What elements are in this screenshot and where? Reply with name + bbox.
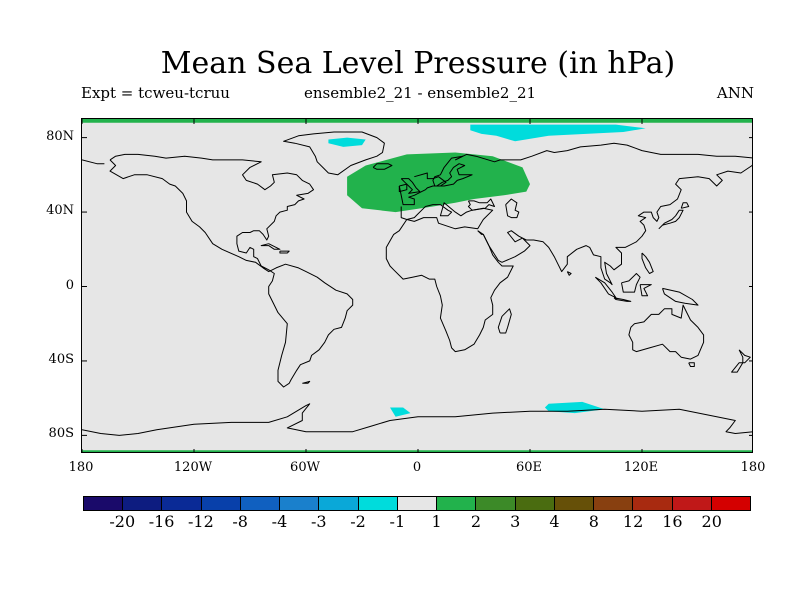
colorbar-box — [319, 497, 359, 510]
coastline-18 — [731, 349, 751, 373]
anomaly-region-south-pole-band-positive — [82, 450, 752, 452]
colorbar-tick-label: -3 — [310, 512, 327, 531]
coastline-17 — [688, 362, 695, 367]
colorbar-tick-label: -16 — [148, 512, 175, 531]
coastline-22 — [613, 297, 632, 302]
anomaly-region-arctic-eurasia-negative — [470, 124, 646, 142]
colorbar-box — [633, 497, 673, 510]
coastline-26 — [641, 252, 654, 274]
coastline-16 — [628, 304, 705, 360]
colorbar-tick-label: -2 — [350, 512, 366, 531]
lat-tick-label: 80N — [46, 128, 74, 144]
coastline-2 — [372, 163, 393, 170]
world-map — [82, 119, 752, 452]
coastline-5 — [385, 202, 514, 353]
colorbar-box — [201, 497, 241, 510]
colorbar-box — [672, 497, 712, 510]
coastline-15 — [680, 202, 690, 209]
colorbar-tick-label: 3 — [510, 512, 521, 531]
colorbar-box — [123, 497, 163, 510]
colorbar — [83, 496, 751, 511]
colorbar-box — [280, 497, 320, 510]
coastline-29 — [82, 403, 752, 436]
coastline-24 — [639, 284, 652, 297]
colorbar-tick-label: -8 — [232, 512, 248, 531]
colorbar-box — [476, 497, 516, 510]
coastline-0 — [109, 153, 354, 388]
coastline-8 — [455, 142, 752, 163]
lon-tick-label: 60W — [290, 460, 320, 475]
coastline-13 — [505, 198, 520, 219]
colorbar-tick-label: 1 — [431, 512, 442, 531]
season-label: ANN — [716, 84, 754, 102]
coastline-25 — [662, 287, 699, 306]
coastline-21 — [594, 276, 617, 299]
lat-tick-label: 40N — [46, 203, 74, 219]
lon-tick-label: 120E — [623, 460, 659, 475]
lon-tick-label: 180 — [740, 460, 766, 475]
lat-tick-label: 80S — [48, 426, 74, 442]
map-plot-area — [81, 118, 753, 453]
coastline-6 — [477, 164, 752, 286]
colorbar-box — [162, 497, 202, 510]
colorbar-tick-label: -12 — [187, 512, 214, 531]
lon-tick-label: 120W — [173, 460, 213, 475]
colorbar-tick-label: 12 — [622, 512, 644, 531]
anomaly-region-north-pole-band-positive — [82, 119, 752, 123]
lon-tick-label: 0 — [412, 460, 422, 475]
colorbar-tick-label: -4 — [271, 512, 288, 531]
colorbar-tick-label: -1 — [389, 512, 406, 531]
anomaly-region-north-atlantic-europe-positive — [347, 152, 530, 213]
colorbar-box — [358, 497, 398, 510]
coastline-10 — [436, 163, 473, 187]
colorbar-tick-label: 8 — [588, 512, 599, 531]
colorbar-box — [84, 497, 124, 510]
ensemble-label: ensemble2_21 - ensemble2_21 — [303, 84, 537, 102]
colorbar-tick-label: 4 — [549, 512, 560, 531]
coastline-28 — [279, 250, 290, 254]
lon-tick-label: 180 — [68, 460, 94, 475]
colorbar-box — [711, 497, 750, 510]
colorbar-tick-label: 20 — [701, 512, 722, 531]
anomaly-region-weddell-sea-negative — [390, 407, 411, 417]
coastline-7 — [82, 159, 105, 165]
chart-title: Mean Sea Level Pressure (in hPa) — [160, 46, 676, 81]
colorbar-tick-label: 2 — [470, 512, 482, 531]
anomaly-region-arctic-north-atlantic-negative — [328, 137, 366, 147]
colorbar-tick-label: -20 — [109, 512, 136, 531]
colorbar-box — [397, 497, 438, 510]
coastline-27 — [260, 243, 281, 250]
colorbar-box — [240, 497, 281, 510]
colorbar-box — [594, 497, 634, 510]
colorbar-tick-label: 16 — [662, 512, 683, 531]
coastline-14 — [658, 209, 684, 230]
lat-tick-label: 0 — [65, 277, 74, 293]
coastline-11 — [398, 185, 437, 206]
coastline-4 — [398, 183, 408, 193]
coastline-19 — [497, 308, 512, 334]
coastline-23 — [621, 273, 641, 293]
colorbar-box — [437, 497, 477, 510]
coastline-12 — [467, 198, 495, 211]
colorbar-box — [554, 497, 595, 510]
coastline-1 — [283, 131, 385, 176]
lon-tick-label: 60E — [515, 460, 543, 475]
colorbar-box — [515, 497, 555, 510]
coastline-30 — [302, 380, 311, 384]
lat-tick-label: 40S — [48, 351, 74, 367]
coastline-20 — [566, 271, 572, 276]
experiment-label: Expt = tcweu-tcruu — [81, 84, 230, 102]
